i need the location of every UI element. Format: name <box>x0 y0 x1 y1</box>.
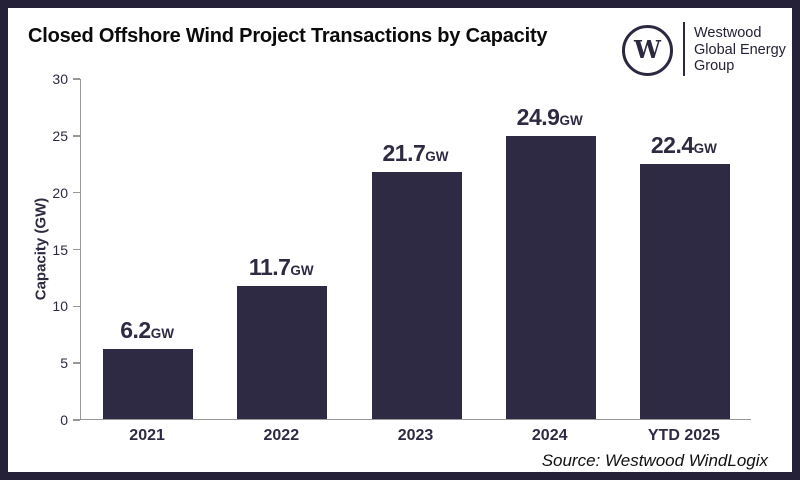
y-tick-mark <box>73 362 80 364</box>
bar-value-number: 11.7 <box>248 254 291 280</box>
bar-2023 <box>371 172 462 419</box>
y-tick-mark <box>73 78 80 80</box>
chart-title: Closed Offshore Wind Project Transaction… <box>28 25 548 47</box>
y-tick-label: 5 <box>60 355 68 372</box>
logo-line-1: Westwood <box>694 25 762 41</box>
y-tick-mark <box>73 135 80 137</box>
plot-area <box>80 79 751 420</box>
bar-value-number: 22.4 <box>650 132 694 159</box>
bar-value-number: 6.2 <box>120 316 151 343</box>
bar-2024 <box>505 135 596 419</box>
y-tick-label: 15 <box>52 241 68 258</box>
bar-2022 <box>237 286 328 419</box>
bar-YTD 2025 <box>639 164 730 419</box>
bar-value-label: 11.7GW <box>249 254 314 281</box>
bar-value-unit: GW <box>290 263 314 278</box>
logo-line-3: Group <box>694 58 735 74</box>
westwood-logo-icon: W <box>622 25 673 76</box>
y-tick-label: 10 <box>52 298 68 315</box>
bar-value-number: 21.7 <box>382 140 426 167</box>
y-tick-mark <box>73 248 80 251</box>
y-tick-mark <box>73 191 80 194</box>
bar-value-unit: GW <box>425 149 449 165</box>
bar-value-number: 24.9 <box>516 103 560 130</box>
bar-value-label: 6.2GW <box>120 317 174 344</box>
y-tick-label: 30 <box>52 71 68 87</box>
y-tick-label: 20 <box>52 184 68 201</box>
y-tick-label: 0 <box>60 412 68 428</box>
bar-2021 <box>103 348 194 419</box>
bar-value-label: 22.4GW <box>651 132 717 159</box>
x-axis-label: 2023 <box>397 427 434 444</box>
x-axis-label: 2024 <box>531 427 568 444</box>
x-axis-label: YTD 2025 <box>647 427 720 444</box>
x-axis-label: 2022 <box>263 427 300 444</box>
logo-w-mark: W <box>634 34 661 64</box>
bar-value-label: 21.7GW <box>382 140 448 167</box>
logo-line-2: Global Energy <box>694 41 786 58</box>
x-axis-label: 2021 <box>129 427 165 444</box>
y-tick-mark <box>73 419 80 421</box>
westwood-logo: W Westwood Global Energy Group <box>614 17 789 77</box>
bar-value-unit: GW <box>693 141 717 157</box>
bar-value-unit: GW <box>559 112 583 128</box>
y-tick-mark <box>73 305 80 308</box>
source-note: Source: Westwood WindLogix <box>541 451 768 470</box>
logo-wordmark: Westwood Global Energy Group <box>694 25 786 75</box>
y-tick-label: 25 <box>52 127 68 144</box>
bar-value-unit: GW <box>150 325 174 341</box>
logo-divider <box>683 22 685 76</box>
bar-value-label: 24.9GW <box>517 104 583 131</box>
